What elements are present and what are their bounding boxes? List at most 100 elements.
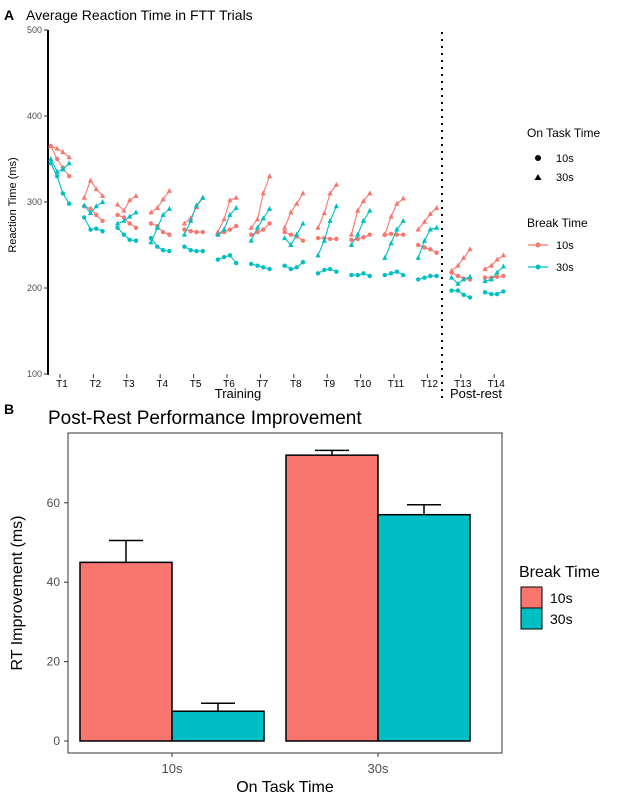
data-point-circle (188, 229, 193, 234)
panel-a-x-label-training: Training (215, 386, 261, 401)
series-segment (317, 206, 337, 256)
panel-b-x-ticks: 10s 30s (162, 753, 389, 776)
data-point-triangle (360, 217, 367, 223)
data-point-circle (434, 273, 439, 279)
legend-dot-10s (535, 242, 541, 248)
data-point-triangle (300, 190, 306, 196)
data-point-circle (221, 254, 227, 260)
x-tick-label: T11 (388, 379, 405, 390)
data-point-circle (288, 232, 294, 237)
series-segment (284, 261, 304, 270)
data-point-triangle (166, 205, 172, 211)
data-point-triangle (494, 269, 500, 275)
data-point-circle (115, 225, 120, 230)
data-point-circle (327, 236, 333, 242)
data-point-triangle (148, 209, 154, 215)
legend-break-time-b: Break Time 10s 30s (519, 564, 600, 630)
data-point-circle (394, 269, 400, 274)
series-segment (83, 201, 103, 215)
data-point-circle (461, 292, 466, 298)
x-tick-label: T14 (488, 379, 506, 390)
series-segment (117, 211, 137, 225)
data-point-circle (428, 247, 433, 252)
data-point-circle (127, 221, 132, 226)
panel-b-x-axis-label: On Task Time (236, 779, 334, 796)
series-segment (251, 263, 270, 270)
data-point-triangle (482, 278, 488, 284)
data-point-triangle (421, 237, 428, 243)
data-point-triangle (160, 196, 166, 202)
data-point-triangle (427, 211, 433, 217)
data-point-circle (167, 232, 172, 237)
legend-on-task-time: On Task Time 10s 30s (527, 126, 600, 184)
data-point-circle (267, 221, 272, 226)
series-segment (217, 207, 237, 236)
series-segment (350, 193, 371, 235)
data-point-triangle (288, 242, 294, 247)
data-point-circle (249, 232, 254, 237)
x-tick-label: 10s (162, 761, 183, 776)
data-point-triangle (127, 213, 133, 219)
data-point-circle (82, 215, 87, 220)
data-point-triangle (348, 231, 354, 237)
data-point-triangle (333, 181, 339, 187)
data-point-triangle (500, 252, 506, 258)
data-point-circle (234, 260, 239, 266)
x-tick-label: T7 (257, 379, 269, 390)
series-segment (284, 231, 304, 242)
data-point-triangle (254, 216, 261, 222)
data-point-triangle (81, 202, 87, 208)
series-segment (117, 227, 137, 242)
series-segment (384, 233, 404, 236)
series-segment (284, 223, 304, 246)
x-tick-label: T10 (354, 379, 372, 390)
data-point-circle (194, 248, 199, 254)
y-tick-label: 0 (53, 734, 60, 748)
data-point-triangle (321, 210, 327, 216)
panel-b-y-axis-label: RT Improvement (ms) (9, 516, 26, 671)
data-point-triangle (93, 186, 99, 192)
panel-a-y-ticks: 100 200 300 400 500 (27, 25, 48, 379)
series-segment (83, 179, 104, 198)
data-point-circle (494, 291, 500, 297)
panel-a-x-ticks: T1 T2 T3 T4 T5 T6 T7 T8 T9 T10 T11 T12 T13 T14 (56, 374, 505, 390)
data-point-triangle (500, 263, 506, 269)
data-point-circle (121, 232, 127, 237)
data-point-circle (315, 271, 321, 276)
series-segment (50, 158, 70, 173)
panel-a-y-axis-label: Reaction Time (ms) (7, 157, 19, 252)
legend-break-time-a: Break Time 10s 30s (527, 216, 588, 274)
data-point-circle (67, 174, 72, 179)
data-point-circle (167, 248, 172, 254)
data-point-triangle (200, 194, 206, 200)
series-segment (117, 195, 137, 212)
x-tick-label: T5 (190, 379, 202, 390)
data-point-triangle (166, 187, 172, 193)
y-tick-label: 500 (27, 25, 42, 35)
data-point-triangle (48, 143, 54, 149)
data-point-triangle (300, 220, 306, 226)
data-point-triangle (127, 197, 133, 203)
y-tick-label: 300 (27, 197, 42, 207)
data-point-triangle (100, 192, 106, 198)
data-point-circle (182, 244, 187, 249)
data-point-circle (148, 221, 154, 226)
x-tick-label: T2 (90, 379, 102, 390)
data-point-triangle (382, 254, 388, 260)
panel-a-series (48, 143, 506, 300)
data-point-triangle (160, 211, 166, 217)
data-point-circle (155, 244, 160, 249)
data-point-circle (322, 267, 327, 273)
data-point-triangle (455, 280, 461, 286)
data-point-triangle (427, 226, 433, 232)
data-point-triangle (400, 217, 406, 223)
data-point-triangle (360, 198, 367, 204)
data-point-circle (300, 238, 306, 243)
data-point-triangle (260, 215, 266, 221)
data-point-triangle (294, 200, 300, 206)
data-point-triangle (315, 252, 321, 258)
series-segment (484, 290, 504, 295)
data-point-triangle (154, 205, 160, 211)
data-point-circle (434, 250, 439, 255)
data-point-triangle (233, 205, 239, 211)
